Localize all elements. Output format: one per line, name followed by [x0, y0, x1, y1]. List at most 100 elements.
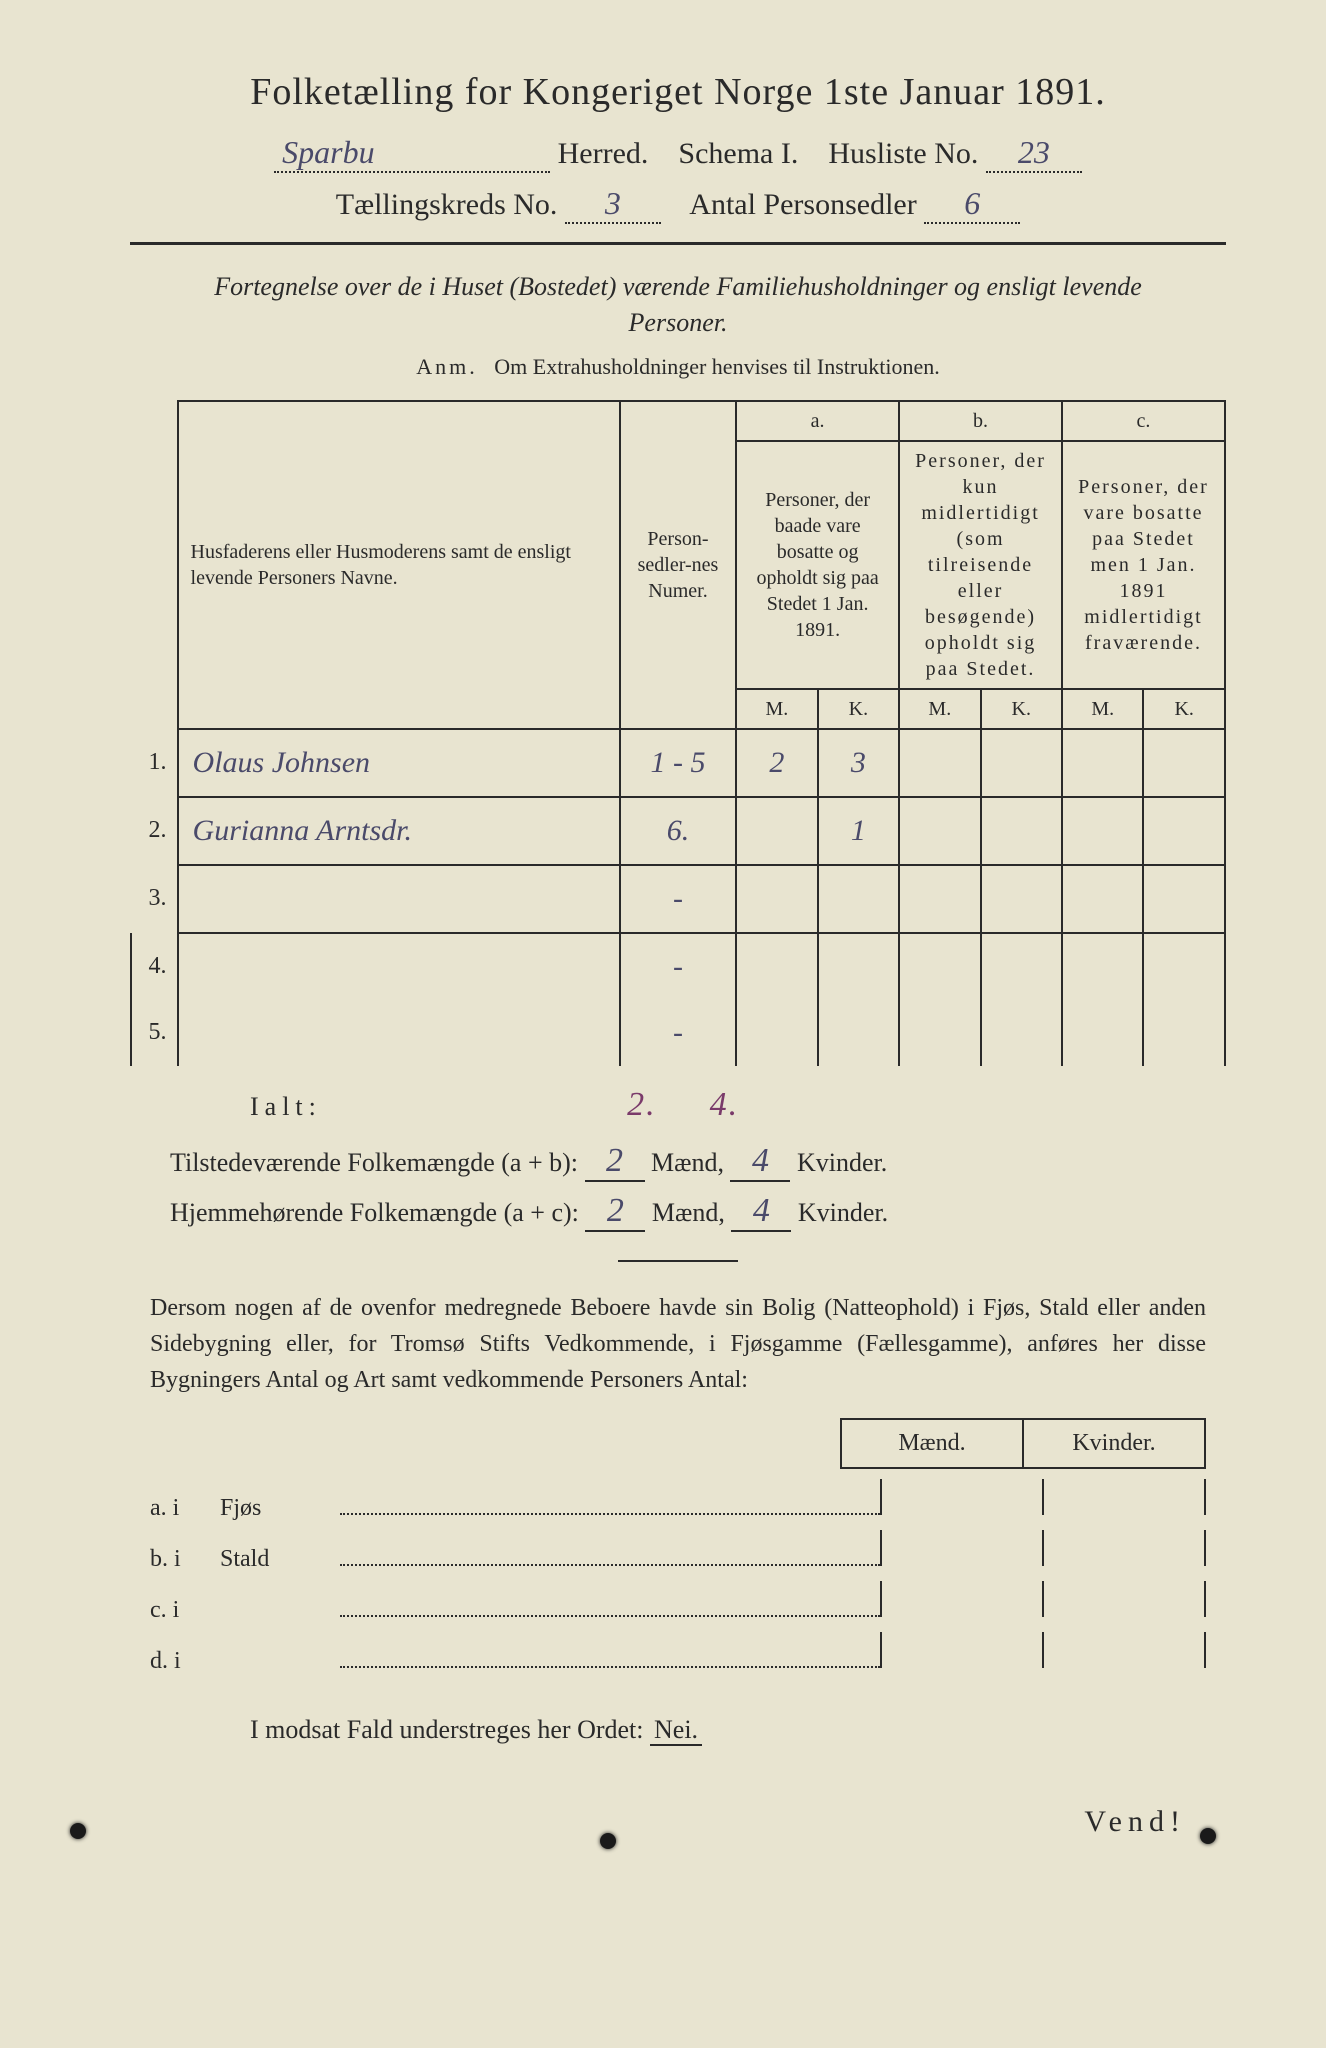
list-dots — [340, 1642, 880, 1668]
table-name: Gurianna Arntsdr. — [178, 797, 620, 865]
table-ck — [1143, 797, 1225, 865]
header-line-2: Tællingskreds No. 3 Antal Personsedler 6 — [130, 185, 1226, 224]
col-name-header: Husfaderens eller Husmoderens samt de en… — [178, 401, 620, 729]
herred-value: Sparbu — [274, 134, 550, 173]
list-cell-k — [1042, 1479, 1206, 1515]
schema-label: Schema I. — [678, 137, 798, 170]
table-cm — [1062, 797, 1143, 865]
anm-label: Anm. — [416, 354, 478, 379]
col-a-m: M. — [736, 689, 817, 729]
col-b-sub: Personer, der kun midlertidigt (som tilr… — [899, 441, 1062, 689]
list-cell-m — [880, 1632, 1042, 1668]
table-num: 1 - 5 — [620, 729, 736, 797]
maend-label-2: Mænd, — [652, 1198, 725, 1227]
table-am: 2 — [736, 729, 817, 797]
list-cell-m — [880, 1530, 1042, 1566]
col-b-top: b. — [899, 401, 1062, 441]
list-header-k: Kvinder. — [1022, 1418, 1206, 1469]
table-am — [736, 933, 817, 1000]
header-line-1: Sparbu Herred. Schema I. Husliste No. 23 — [130, 134, 1226, 173]
vend: Vend! — [130, 1805, 1186, 1839]
page-title: Folketælling for Kongeriget Norge 1ste J… — [130, 70, 1226, 114]
list-row: c. i — [150, 1581, 1206, 1624]
table-bk — [981, 865, 1062, 933]
table-num: - — [620, 1000, 736, 1066]
list-header: Mænd. Kvinder. — [150, 1418, 1206, 1469]
table-bm — [899, 865, 980, 933]
table-rownum: 5. — [131, 1000, 178, 1066]
table-num: - — [620, 933, 736, 1000]
divider-2 — [618, 1260, 738, 1262]
list-cell-k — [1042, 1632, 1206, 1668]
list-row: a. i Fjøs — [150, 1479, 1206, 1522]
table-name — [178, 933, 620, 1000]
ialt-row: Ialt: 2. 4. — [250, 1086, 1226, 1124]
table-cm — [1062, 933, 1143, 1000]
list-cell-k — [1042, 1581, 1206, 1617]
col-c-k: K. — [1143, 689, 1225, 729]
list-dots — [340, 1489, 880, 1515]
col-a-top: a. — [736, 401, 899, 441]
table-ak — [818, 865, 899, 933]
table-rownum: 3. — [131, 865, 178, 933]
resident-label: Hjemmehørende Folkemængde (a + c): — [170, 1198, 579, 1227]
table-ck — [1143, 865, 1225, 933]
table-bm — [899, 933, 980, 1000]
col-c-m: M. — [1062, 689, 1143, 729]
table-ck — [1143, 933, 1225, 1000]
table-bm — [899, 729, 980, 797]
ink-dot — [70, 1823, 86, 1839]
list-cell-m — [880, 1479, 1042, 1515]
list-dots — [340, 1591, 880, 1617]
list-lab: b. i — [150, 1546, 220, 1573]
antal-value: 6 — [924, 185, 1020, 224]
col-a-sub: Personer, der baade vare bosatte og opho… — [736, 441, 899, 689]
nei-word: Nei. — [650, 1715, 702, 1746]
table-ck — [1143, 1000, 1225, 1066]
present-m: 2 — [585, 1142, 645, 1182]
col-b-m: M. — [899, 689, 980, 729]
ialt-m: 2. — [607, 1086, 677, 1124]
table-cm — [1062, 729, 1143, 797]
col-c-sub: Personer, der vare bosatte paa Stedet me… — [1062, 441, 1225, 689]
table-ak: 3 — [818, 729, 899, 797]
list-word: Fjøs — [220, 1495, 340, 1522]
resident-k: 4 — [731, 1192, 791, 1232]
maend-label: Mænd, — [651, 1148, 724, 1177]
table-rownum: 1. — [131, 729, 178, 797]
herred-label: Herred. — [558, 137, 649, 170]
present-total: Tilstedeværende Folkemængde (a + b): 2 M… — [170, 1142, 1226, 1182]
list-header-m: Mænd. — [840, 1418, 1022, 1469]
list-lab: c. i — [150, 1597, 220, 1624]
list-cell-m — [880, 1581, 1042, 1617]
table-name — [178, 1000, 620, 1066]
table-name — [178, 865, 620, 933]
husliste-value: 23 — [986, 134, 1082, 173]
table-bm — [899, 1000, 980, 1066]
col-c-top: c. — [1062, 401, 1225, 441]
table-bk — [981, 729, 1062, 797]
antal-label: Antal Personsedler — [689, 188, 916, 221]
table-num: 6. — [620, 797, 736, 865]
present-label: Tilstedeværende Folkemængde (a + b): — [170, 1148, 578, 1177]
list-row: b. i Stald — [150, 1530, 1206, 1573]
table-ak — [818, 933, 899, 1000]
table-num: - — [620, 865, 736, 933]
col-a-k: K. — [818, 689, 899, 729]
table-rownum: 4. — [131, 933, 178, 1000]
list-lab: d. i — [150, 1648, 220, 1675]
table-am — [736, 865, 817, 933]
col-num-header: Person-sedler-nes Numer. — [620, 401, 736, 729]
paragraph: Dersom nogen af de ovenfor medregnede Be… — [150, 1290, 1206, 1398]
list-block: a. i Fjøs b. i Stald c. i d. i — [150, 1479, 1206, 1675]
kreds-value: 3 — [565, 185, 661, 224]
table-bk — [981, 797, 1062, 865]
kreds-label: Tællingskreds No. — [336, 188, 558, 221]
subtitle: Fortegnelse over de i Huset (Bostedet) v… — [170, 269, 1186, 342]
census-table: Husfaderens eller Husmoderens samt de en… — [130, 400, 1226, 1066]
table-am — [736, 1000, 817, 1066]
nei-text: I modsat Fald understreges her Ordet: — [250, 1715, 644, 1744]
list-lab: a. i — [150, 1495, 220, 1522]
ialt-k: 4. — [689, 1086, 759, 1124]
kvinder-label-2: Kvinder. — [798, 1198, 888, 1227]
